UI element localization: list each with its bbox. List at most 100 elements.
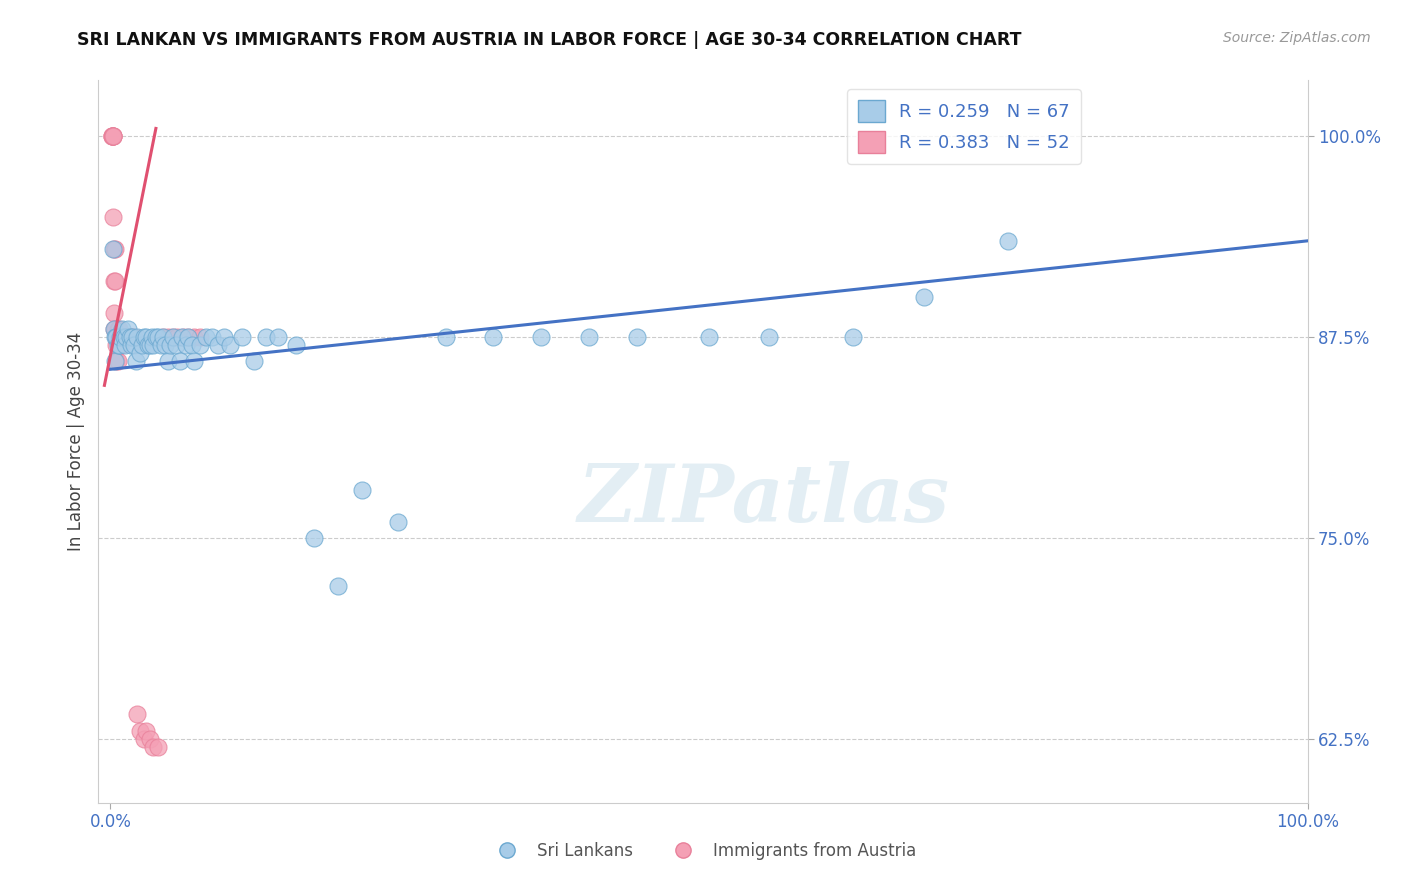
Point [115, 330, 138, 344]
Point [131, 338, 153, 352]
Point [142, 338, 165, 352]
Point [174, 338, 197, 352]
Point [149, 338, 172, 352]
Point [100, 129, 122, 144]
Point [107, 322, 129, 336]
Point [111, 322, 134, 336]
Point [120, 338, 142, 352]
Point [107, 330, 129, 344]
Point [124, 354, 146, 368]
Point [141, 330, 163, 344]
Point [177, 330, 200, 344]
Point [125, 707, 148, 722]
Point [108, 338, 131, 352]
Point [212, 330, 235, 344]
Point [107, 330, 129, 344]
Point [105, 354, 128, 368]
Point [284, 338, 307, 352]
Point [124, 330, 146, 344]
Point [165, 338, 187, 352]
Point [169, 354, 191, 368]
Point [104, 330, 127, 344]
Point [107, 354, 129, 368]
Point [156, 330, 179, 344]
Point [111, 330, 134, 344]
Point [172, 330, 194, 344]
Point [243, 354, 266, 368]
Point [105, 330, 128, 344]
Point [162, 330, 184, 344]
Point [254, 330, 277, 344]
Point [482, 330, 505, 344]
Point [117, 330, 139, 344]
Point [132, 330, 155, 344]
Point [180, 338, 202, 352]
Point [103, 322, 125, 336]
Point [139, 731, 162, 746]
Point [841, 330, 863, 344]
Point [626, 330, 648, 344]
Point [326, 579, 349, 593]
Point [136, 338, 159, 352]
Point [120, 330, 142, 344]
Text: ZIPatlas: ZIPatlas [578, 460, 949, 538]
Point [139, 338, 162, 352]
Point [104, 322, 127, 336]
Point [302, 531, 325, 545]
Point [162, 330, 184, 344]
Point [101, 129, 124, 144]
Point [195, 330, 218, 344]
Point [530, 330, 553, 344]
Point [103, 274, 125, 288]
Text: Source: ZipAtlas.com: Source: ZipAtlas.com [1223, 31, 1371, 45]
Text: SRI LANKAN VS IMMIGRANTS FROM AUSTRIA IN LABOR FORCE | AGE 30-34 CORRELATION CHA: SRI LANKAN VS IMMIGRANTS FROM AUSTRIA IN… [77, 31, 1022, 49]
Point [110, 330, 132, 344]
Point [101, 242, 124, 256]
Point [129, 346, 152, 360]
Legend: Sri Lankans, Immigrants from Austria: Sri Lankans, Immigrants from Austria [484, 836, 922, 867]
Point [118, 330, 141, 344]
Point [135, 723, 157, 738]
Point [159, 338, 181, 352]
Point [219, 338, 242, 352]
Point [108, 330, 131, 344]
Point [155, 338, 177, 352]
Point [697, 330, 720, 344]
Point [125, 330, 148, 344]
Point [267, 330, 290, 344]
Y-axis label: In Labor Force | Age 30-34: In Labor Force | Age 30-34 [66, 332, 84, 551]
Point [108, 330, 131, 344]
Point [110, 338, 132, 352]
Point [129, 723, 152, 738]
Point [103, 242, 125, 256]
Point [350, 483, 373, 497]
Point [166, 330, 188, 344]
Point [104, 274, 127, 288]
Point [101, 129, 124, 144]
Point [231, 330, 253, 344]
Point [114, 338, 136, 352]
Point [107, 338, 129, 352]
Point [145, 330, 167, 344]
Point [105, 338, 128, 352]
Point [148, 739, 170, 754]
Point [207, 338, 229, 352]
Point [124, 338, 146, 352]
Point [112, 330, 135, 344]
Point [148, 330, 170, 344]
Point [997, 234, 1019, 248]
Point [103, 306, 125, 320]
Point [107, 338, 129, 352]
Point [104, 354, 127, 368]
Point [188, 330, 211, 344]
Point [434, 330, 457, 344]
Point [115, 330, 138, 344]
Point [135, 330, 157, 344]
Point [152, 330, 174, 344]
Point [142, 739, 165, 754]
Point [387, 515, 409, 529]
Point [914, 290, 936, 304]
Point [132, 731, 155, 746]
Point [172, 330, 194, 344]
Point [117, 322, 139, 336]
